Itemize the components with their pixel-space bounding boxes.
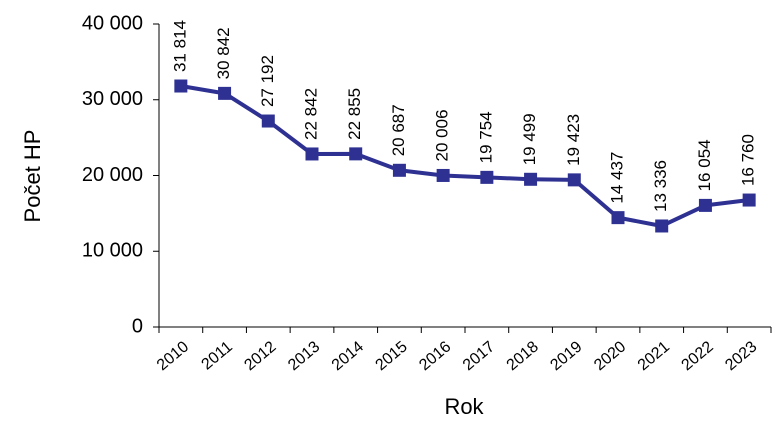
x-tick-label: 2015 bbox=[373, 338, 411, 374]
x-axis-title: Rok bbox=[444, 394, 484, 419]
data-point-marker bbox=[392, 163, 406, 177]
y-tick-label: 40 000 bbox=[82, 12, 143, 34]
data-point-marker bbox=[742, 193, 756, 207]
x-tick-label: 2023 bbox=[722, 338, 760, 374]
data-point-marker bbox=[174, 79, 188, 93]
x-tick-label: 2013 bbox=[285, 338, 323, 374]
data-labels: 31 814 30 842 27 192 22 842 22 855 20 687 20 0… bbox=[170, 20, 757, 212]
data-label: 20 006 bbox=[433, 109, 452, 161]
data-point-marker bbox=[218, 86, 232, 100]
series-line bbox=[180, 84, 750, 228]
y-tick-label: 0 bbox=[132, 315, 143, 337]
data-label: 16 760 bbox=[739, 134, 758, 186]
data-point-marker bbox=[349, 147, 363, 161]
y-tick-label: 10 000 bbox=[82, 240, 143, 262]
data-point-marker bbox=[480, 170, 494, 184]
data-label: 27 192 bbox=[258, 55, 277, 107]
x-tick-label: 2016 bbox=[416, 338, 454, 374]
x-tick-label: 2012 bbox=[241, 338, 279, 374]
data-point-marker bbox=[436, 168, 450, 182]
x-tick-label: 2020 bbox=[591, 338, 629, 374]
x-axis: 2010 2011 2012 2013 2014 2015 2016 2017 2018 2019… bbox=[154, 326, 772, 374]
data-label: 14 437 bbox=[607, 152, 626, 204]
data-label: 22 855 bbox=[345, 88, 364, 140]
x-tick-label: 2011 bbox=[199, 338, 236, 373]
data-label: 13 336 bbox=[651, 160, 670, 212]
data-label: 31 814 bbox=[170, 20, 189, 72]
x-tick-label: 2021 bbox=[635, 338, 673, 374]
x-tick-label: 2019 bbox=[547, 338, 585, 374]
y-axis-title: Počet HP bbox=[20, 130, 45, 223]
x-tick-label: 2014 bbox=[329, 338, 367, 374]
data-label: 19 754 bbox=[476, 111, 495, 163]
x-tick-label: 2010 bbox=[154, 338, 192, 374]
y-tick-label: 30 000 bbox=[82, 88, 143, 110]
data-label: 19 499 bbox=[520, 113, 539, 165]
data-series bbox=[174, 79, 756, 233]
data-label: 30 842 bbox=[214, 27, 233, 79]
x-tick-label: 2017 bbox=[460, 338, 498, 374]
data-point-marker bbox=[611, 211, 625, 225]
data-label: 19 423 bbox=[564, 114, 583, 166]
data-point-marker bbox=[305, 147, 319, 161]
data-label: 16 054 bbox=[695, 139, 714, 191]
y-tick-label: 20 000 bbox=[82, 164, 143, 186]
x-tick-label: 2022 bbox=[679, 338, 717, 374]
data-point-marker bbox=[655, 219, 669, 233]
data-point-marker bbox=[524, 172, 538, 186]
data-label: 20 687 bbox=[389, 104, 408, 156]
data-point-marker bbox=[567, 173, 581, 187]
x-tick-label: 2018 bbox=[504, 338, 542, 374]
data-label: 22 842 bbox=[301, 88, 320, 140]
data-point-marker bbox=[261, 114, 275, 128]
y-axis: 0 10 000 20 000 30 000 40 000 bbox=[82, 12, 160, 337]
data-point-marker bbox=[698, 198, 712, 212]
